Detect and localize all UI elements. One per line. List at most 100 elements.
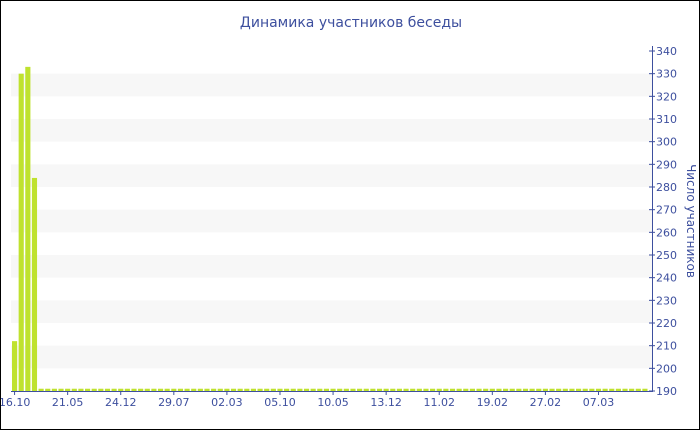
bar <box>602 388 608 391</box>
bar <box>476 388 482 391</box>
bar <box>270 388 276 391</box>
bar <box>582 388 588 391</box>
y-tick-label: 340 <box>656 45 677 58</box>
bar <box>456 388 462 391</box>
y-tick-label: 280 <box>656 181 677 194</box>
bar <box>171 388 177 391</box>
y-tick-label: 250 <box>656 249 677 262</box>
bar <box>615 388 621 391</box>
bar <box>157 388 164 391</box>
y-tick-label: 220 <box>656 317 677 330</box>
bar <box>595 388 602 391</box>
bar <box>297 388 303 391</box>
bar <box>383 388 389 391</box>
bar <box>244 388 250 391</box>
x-tick-label: 07.03 <box>583 396 615 409</box>
x-tick-label: 24.12 <box>105 396 137 409</box>
bar <box>483 388 489 391</box>
bar <box>469 388 475 391</box>
bar <box>144 388 150 391</box>
y-tick-label: 330 <box>656 68 677 81</box>
bar <box>257 388 263 391</box>
bar <box>284 388 290 391</box>
bar <box>310 388 316 391</box>
bar <box>410 388 416 391</box>
bar <box>509 388 515 391</box>
bar <box>536 388 542 391</box>
y-tick-label: 290 <box>656 158 677 171</box>
bar <box>71 388 77 391</box>
bar <box>277 388 283 391</box>
bar <box>609 388 615 391</box>
grid-band <box>11 255 652 278</box>
bar <box>164 388 170 391</box>
y-tick-label: 310 <box>656 113 677 126</box>
bar <box>58 388 64 391</box>
y-axis-label: Число участников <box>684 164 698 278</box>
bar <box>78 388 84 391</box>
x-tick-label: 10.05 <box>317 396 349 409</box>
y-tick-label: 270 <box>656 204 677 217</box>
bar <box>542 388 548 391</box>
x-tick-label: 02.03 <box>211 396 243 409</box>
bar <box>489 388 495 391</box>
bar <box>522 388 529 391</box>
bar <box>396 388 402 391</box>
bar <box>151 388 157 391</box>
bar <box>589 388 595 391</box>
x-tick-label: 05.10 <box>264 396 296 409</box>
bar <box>403 388 409 391</box>
x-tick-label: 21.05 <box>52 396 84 409</box>
y-tick-label: 230 <box>656 294 677 307</box>
bar <box>323 388 329 391</box>
bar <box>65 388 71 391</box>
x-tick-label: 16.10 <box>1 396 30 409</box>
bar <box>290 388 296 391</box>
bar <box>629 388 635 391</box>
bar <box>529 388 535 391</box>
grid-band <box>11 209 652 233</box>
y-tick-label: 260 <box>656 226 677 239</box>
bar <box>98 388 104 391</box>
bar <box>443 388 449 391</box>
bar <box>104 388 111 391</box>
bar <box>576 388 582 391</box>
bar <box>635 388 641 391</box>
bar <box>184 388 190 391</box>
x-tick-label: 13.12 <box>370 396 402 409</box>
bar <box>211 388 217 391</box>
bar <box>496 388 502 391</box>
bar <box>204 388 210 391</box>
bar <box>390 388 396 391</box>
bar <box>317 388 323 391</box>
bar <box>237 388 243 391</box>
bar <box>642 388 648 391</box>
bar <box>51 388 57 391</box>
bar <box>303 388 310 391</box>
chart-title: Динамика участников беседы <box>239 15 463 31</box>
bar <box>124 388 130 391</box>
bar <box>224 388 230 391</box>
bar <box>376 388 383 391</box>
bar <box>449 388 456 391</box>
x-tick-label: 19.02 <box>477 396 509 409</box>
bar <box>18 73 24 392</box>
y-tick-label: 190 <box>656 385 677 398</box>
y-tick-label: 320 <box>656 90 677 103</box>
bar <box>177 388 184 391</box>
bar <box>230 388 237 391</box>
y-tick-label: 210 <box>656 340 677 353</box>
bar <box>463 388 469 391</box>
grid-band <box>11 119 652 142</box>
bar <box>363 388 369 391</box>
bar <box>31 177 38 391</box>
bar <box>118 388 124 391</box>
bar <box>350 388 356 391</box>
bar <box>84 388 91 391</box>
bar <box>569 388 575 391</box>
bar <box>343 388 349 391</box>
bar <box>423 388 429 391</box>
y-tick-label: 300 <box>656 136 677 149</box>
bar <box>416 388 422 391</box>
